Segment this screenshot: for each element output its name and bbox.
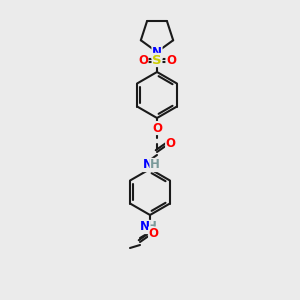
Text: O: O [166, 53, 176, 67]
Text: N: N [152, 46, 162, 59]
Text: O: O [166, 137, 176, 150]
Text: H: H [147, 220, 157, 233]
Text: S: S [152, 53, 162, 67]
Text: O: O [138, 53, 148, 67]
Text: N: N [143, 158, 153, 172]
Text: H: H [150, 158, 160, 172]
Text: O: O [148, 227, 159, 240]
Text: N: N [140, 220, 150, 233]
Text: O: O [152, 122, 162, 134]
